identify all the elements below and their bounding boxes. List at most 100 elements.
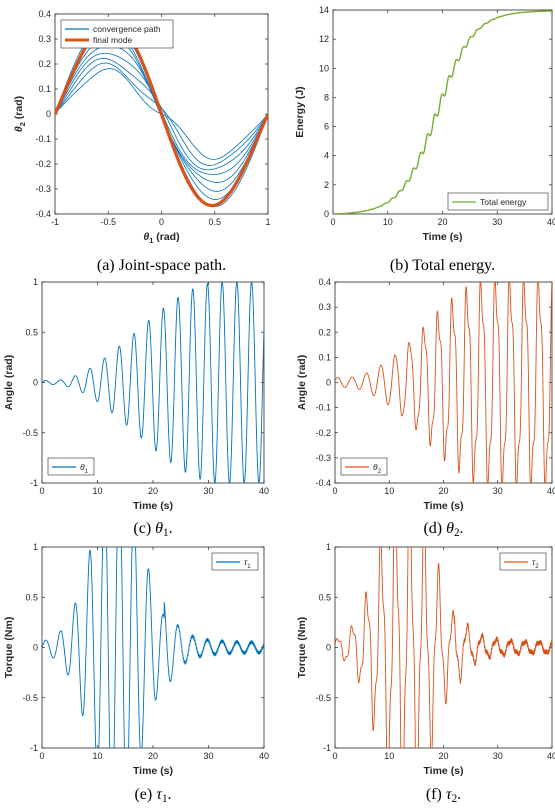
legend-d: θ2 (340, 457, 388, 476)
legend-c: θ1 (47, 457, 95, 476)
y-axis-label: Energy (J) (294, 86, 306, 137)
y-tick-label: 2 (324, 180, 329, 190)
y-tick-label: -0.5 (315, 693, 331, 703)
y-tick-label: 0.5 (25, 592, 38, 602)
x-axis-label: Time (s) (133, 500, 173, 512)
legend-entry: θ2 (373, 462, 381, 475)
y-tick-label: 0.3 (318, 302, 331, 312)
y-tick-label: 6 (324, 122, 329, 132)
caption-e: (e) τ1. (134, 786, 171, 805)
chart-c: 0 10 20 30 40 1 0.5 0 -0.5 -1 Time (s) Angle (rad) (… (3, 277, 269, 539)
y-tick-label: 8 (324, 92, 329, 102)
plot-area-c (41, 281, 265, 484)
y-tick-label: 0 (33, 378, 38, 388)
x-tick-label: 40 (259, 486, 269, 496)
legend-entry: final mode (93, 35, 132, 45)
y-tick-label: -0.3 (35, 184, 51, 194)
x-tick-label: 20 (148, 486, 158, 496)
x-tick-label: 10 (92, 486, 102, 496)
x-tick-label: 10 (384, 751, 394, 761)
legend-f: τ2 (499, 552, 547, 571)
y-tick-label: 0.4 (318, 277, 331, 287)
x-axis-label: Time (s) (423, 500, 463, 512)
y-tick-label: -0.4 (35, 209, 51, 219)
x-tick-label: 0 (330, 217, 335, 227)
x-tick-label: 1 (265, 217, 270, 227)
chart-f: 0 10 20 30 40 1 0.5 0 -0.5 -1 Time (s) Torque (Nm) (… (296, 542, 555, 805)
y-tick-label: 0.2 (38, 59, 51, 69)
series-line-d-0 (335, 282, 552, 483)
x-tick-label: 40 (259, 751, 269, 761)
caption-b: (b) Total energy. (390, 257, 495, 274)
x-tick-label: 0 (332, 751, 337, 761)
y-tick-label: -0.1 (35, 134, 51, 144)
legend-entry: θ1 (80, 462, 89, 475)
plot-area-b (332, 9, 553, 215)
x-axis-label: θ1 (rad) (143, 231, 179, 245)
legend-entry: τ1 (244, 557, 251, 570)
x-tick-label: 10 (92, 751, 102, 761)
y-axis-label: Angle (rad) (3, 355, 15, 410)
chart-e: 0 10 20 30 40 1 0.5 0 -0.5 -1 Time (s) Torque (Nm) (… (3, 542, 269, 805)
x-tick-label: 40 (547, 751, 555, 761)
y-tick-label: 4 (324, 151, 329, 161)
y-tick-label: 0 (33, 643, 38, 653)
x-tick-label: 30 (492, 217, 502, 227)
y-tick-label: 0.3 (38, 34, 51, 44)
x-tick-label: 30 (493, 486, 503, 496)
series-line-a-0-2 (55, 58, 268, 171)
x-tick-label: 20 (438, 751, 448, 761)
series-line-f-0 (335, 547, 552, 748)
y-tick-label: 12 (319, 34, 329, 44)
y-axis-label: Angle (rad) (296, 355, 308, 410)
x-axis-label: Time (s) (133, 765, 173, 777)
x-tick-label: 0 (332, 486, 337, 496)
x-tick-label: 20 (148, 751, 158, 761)
x-tick-label: 30 (203, 751, 213, 761)
y-tick-label: 0.1 (38, 84, 51, 94)
plot-area-e (41, 546, 265, 749)
y-axis-label: Torque (Nm) (296, 617, 308, 679)
y-tick-label: -0.5 (22, 428, 38, 438)
legend-entry: convergence path (93, 24, 161, 34)
chart-a: -1 -0.5 0 0.5 1 0.4 0.3 0.2 0.1 0 -0.1 -0.2 -0.3 -0.4… (13, 9, 271, 274)
caption-d: (d) θ2. (423, 520, 463, 539)
y-tick-label: -0.5 (22, 693, 38, 703)
series-line-c-0 (42, 282, 264, 483)
y-tick-label: 0.5 (318, 592, 331, 602)
x-tick-label: 20 (438, 486, 448, 496)
y-axis-label: θ2 (rad) (13, 96, 27, 132)
x-axis-label: Time (s) (423, 765, 463, 777)
y-tick-label: 0.2 (318, 327, 331, 337)
y-tick-label: -1 (30, 478, 38, 488)
y-tick-label: -0.2 (315, 428, 331, 438)
caption-a: (a) Joint-space path. (97, 257, 226, 274)
plot-area-f (334, 546, 553, 749)
x-tick-label: 0 (159, 217, 164, 227)
x-tick-label: 10 (383, 217, 393, 227)
y-tick-label: 0 (326, 643, 331, 653)
y-tick-label: -0.2 (35, 159, 51, 169)
legend-e: τ1 (211, 552, 259, 571)
legend-b: Total energy (447, 192, 549, 211)
x-tick-label: 30 (493, 751, 503, 761)
y-tick-label: 1 (33, 542, 38, 552)
x-tick-label: 0 (39, 751, 44, 761)
chart-d: 0 10 20 30 40 0.4 0.3 0.2 0.1 0 -0.1 -0.2 -0.3 -0.4 Ti… (296, 277, 555, 539)
x-tick-label: 20 (437, 217, 447, 227)
x-tick-label: 40 (547, 217, 555, 227)
y-tick-label: -0.4 (315, 478, 331, 488)
y-tick-label: 14 (319, 5, 329, 15)
caption-f: (f) τ2. (426, 786, 461, 805)
legend-entry: Total energy (480, 197, 527, 207)
y-tick-label: 0 (326, 378, 331, 388)
y-tick-label: 0.1 (318, 352, 331, 362)
y-tick-label: -1 (323, 743, 331, 753)
x-tick-label: -1 (51, 217, 59, 227)
y-tick-label: 0 (324, 209, 329, 219)
caption-c: (c) θ1. (133, 520, 172, 539)
y-axis-label: Torque (Nm) (3, 617, 15, 679)
y-tick-label: 10 (319, 63, 329, 73)
